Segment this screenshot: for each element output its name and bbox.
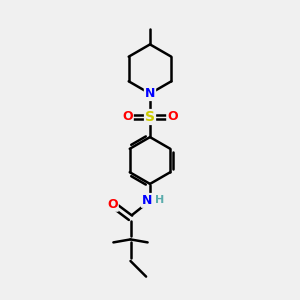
Text: O: O [107, 198, 118, 211]
Text: O: O [167, 110, 178, 124]
Text: O: O [122, 110, 133, 124]
Text: N: N [142, 194, 152, 207]
Text: H: H [155, 195, 164, 206]
Text: N: N [145, 87, 155, 100]
Text: S: S [145, 110, 155, 124]
